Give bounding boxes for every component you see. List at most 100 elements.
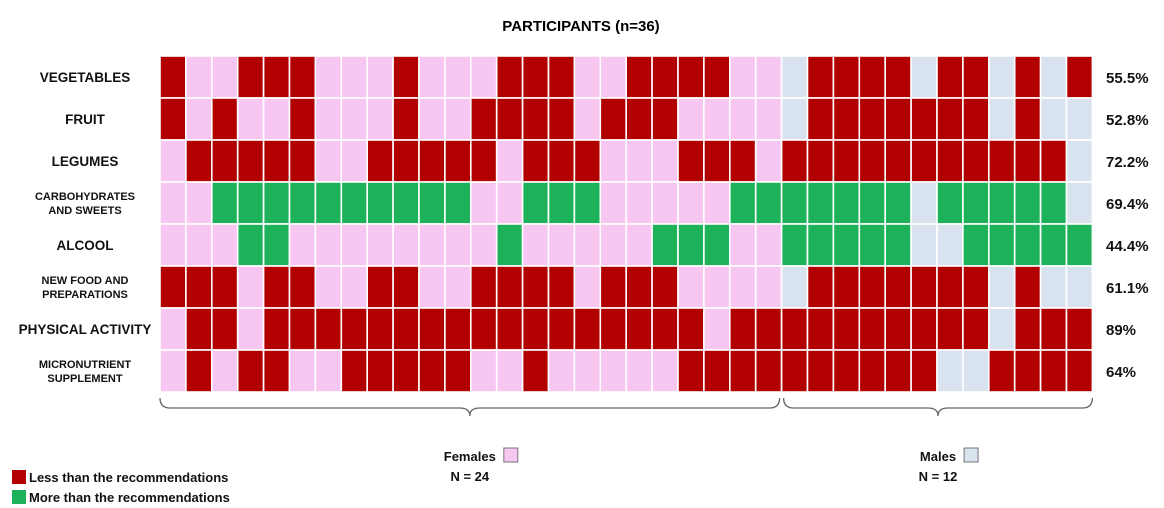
heatmap-cell-r7-c10 bbox=[392, 307, 420, 351]
heatmap-cell-r8-c16 bbox=[547, 349, 576, 393]
heatmap-cell-r4-c32 bbox=[962, 181, 990, 225]
heatmap-cell-r7-c3 bbox=[211, 307, 239, 351]
heatmap-cell-r6-c10 bbox=[392, 265, 420, 309]
heatmap-cell-r8-c14 bbox=[495, 349, 524, 393]
heatmap-cell-r3-c22 bbox=[703, 139, 731, 183]
heatmap-cell-r4-c34 bbox=[1013, 181, 1042, 225]
heatmap-cell-r3-c12 bbox=[444, 139, 472, 183]
heatmap-cell-r2-c20 bbox=[651, 97, 679, 141]
heatmap-cell-r3-c14 bbox=[495, 139, 524, 183]
heatmap-cell-r7-c33 bbox=[987, 307, 1016, 351]
heatmap-cell-r7-c32 bbox=[962, 307, 990, 351]
heatmap-cell-r3-c26 bbox=[806, 139, 835, 183]
heatmap-cell-r8-c23 bbox=[728, 349, 757, 393]
heatmap-cell-r2-c13 bbox=[469, 97, 498, 141]
row-percent-6: 61.1% bbox=[1106, 280, 1149, 297]
heatmap-cell-r2-c26 bbox=[806, 97, 835, 141]
heatmap-cell-r1-c20 bbox=[651, 55, 679, 99]
heatmap-cell-r1-c27 bbox=[832, 55, 861, 99]
heatmap-cell-r3-c33 bbox=[987, 139, 1016, 183]
heatmap-cell-r2-c15 bbox=[521, 97, 550, 141]
heatmap-cell-r7-c25 bbox=[780, 307, 809, 351]
heatmap-cell-r2-c7 bbox=[314, 97, 343, 141]
heatmap-cell-r7-c2 bbox=[185, 307, 213, 351]
heatmap-cell-r5-c15 bbox=[521, 223, 550, 267]
heatmap-cell-r5-c13 bbox=[469, 223, 498, 267]
heatmap-cell-r7-c17 bbox=[573, 307, 602, 351]
heatmap-cell-r3-c1 bbox=[159, 139, 187, 183]
heatmap-cell-r5-c21 bbox=[677, 223, 705, 267]
heatmap-cell-r5-c27 bbox=[832, 223, 861, 267]
heatmap-cell-r3-c6 bbox=[288, 139, 317, 183]
heatmap-cell-r3-c8 bbox=[340, 139, 368, 183]
heatmap-cell-r3-c28 bbox=[858, 139, 886, 183]
row-label-7-line-1: PHYSICAL ACTIVITY bbox=[19, 322, 152, 337]
heatmap-cell-r3-c27 bbox=[832, 139, 861, 183]
heatmap-cell-r3-c19 bbox=[625, 139, 653, 183]
heatmap-cell-r3-c11 bbox=[418, 139, 446, 183]
heatmap-cell-r5-c4 bbox=[236, 223, 265, 267]
group-annotations: Females N = 24 Males N = 12 bbox=[159, 397, 1094, 484]
heatmap-cell-r1-c34 bbox=[1013, 55, 1042, 99]
heatmap-cell-r7-c12 bbox=[444, 307, 472, 351]
heatmap-cell-r3-c9 bbox=[366, 139, 394, 183]
row-label-2-line-1: FRUIT bbox=[65, 112, 105, 127]
row-label-4-line-1: CARBOHYDRATES bbox=[35, 191, 135, 203]
heatmap-cell-r6-c18 bbox=[599, 265, 627, 309]
heatmap-cell-r6-c12 bbox=[444, 265, 472, 309]
heatmap-cell-r8-c31 bbox=[936, 349, 964, 393]
heatmap-cell-r5-c1 bbox=[159, 223, 187, 267]
heatmap-cell-r6-c1 bbox=[159, 265, 187, 309]
legend-item-less: Less than the recommendations bbox=[12, 470, 228, 485]
heatmap-cell-r3-c36 bbox=[1065, 139, 1094, 183]
heatmap-cell-r1-c15 bbox=[521, 55, 550, 99]
heatmap-cell-r1-c25 bbox=[780, 55, 809, 99]
heatmap-cell-r5-c18 bbox=[599, 223, 627, 267]
legend-item-more: More than the recommendations bbox=[12, 490, 230, 505]
heatmap-cell-r1-c28 bbox=[858, 55, 886, 99]
heatmap-cell-r7-c11 bbox=[418, 307, 446, 351]
heatmap-cell-r1-c29 bbox=[884, 55, 912, 99]
heatmap-cell-r5-c35 bbox=[1039, 223, 1068, 267]
heatmap-cell-r1-c8 bbox=[340, 55, 368, 99]
heatmap-cell-r2-c5 bbox=[262, 97, 291, 141]
heatmap-cell-r1-c14 bbox=[495, 55, 524, 99]
heatmap-cell-r8-c13 bbox=[469, 349, 498, 393]
heatmap-cell-r5-c3 bbox=[211, 223, 239, 267]
heatmap-cell-r4-c31 bbox=[936, 181, 964, 225]
heatmap-cell-r1-c33 bbox=[987, 55, 1016, 99]
heatmap-cell-r6-c8 bbox=[340, 265, 368, 309]
heatmap-cell-r8-c6 bbox=[288, 349, 317, 393]
heatmap-cell-r5-c12 bbox=[444, 223, 472, 267]
heatmap-cell-r8-c34 bbox=[1013, 349, 1042, 393]
heatmap-cell-r1-c23 bbox=[728, 55, 757, 99]
heatmap-cell-r2-c34 bbox=[1013, 97, 1042, 141]
heatmap-cell-r6-c11 bbox=[418, 265, 446, 309]
heatmap-cell-r6-c14 bbox=[495, 265, 524, 309]
heatmap-cell-r3-c17 bbox=[573, 139, 602, 183]
heatmap-cell-r5-c32 bbox=[962, 223, 990, 267]
row-percent-3: 72.2% bbox=[1106, 154, 1149, 171]
heatmap-cell-r4-c8 bbox=[340, 181, 368, 225]
heatmap-cell-r1-c19 bbox=[625, 55, 653, 99]
heatmap-cell-r4-c6 bbox=[288, 181, 317, 225]
heatmap-cell-r8-c9 bbox=[366, 349, 394, 393]
heatmap-cell-r5-c6 bbox=[288, 223, 317, 267]
heatmap-cell-r6-c25 bbox=[780, 265, 809, 309]
heatmap-cell-r2-c9 bbox=[366, 97, 394, 141]
heatmap-cell-r4-c25 bbox=[780, 181, 809, 225]
heatmap-cell-r7-c20 bbox=[651, 307, 679, 351]
row-percent-8: 64% bbox=[1106, 364, 1136, 381]
heatmap-cell-r1-c4 bbox=[236, 55, 265, 99]
heatmap-cell-r8-c2 bbox=[185, 349, 213, 393]
heatmap-cell-r1-c9 bbox=[366, 55, 394, 99]
heatmap-cell-r8-c11 bbox=[418, 349, 446, 393]
females-group-count: N = 24 bbox=[450, 469, 489, 484]
males-brace bbox=[782, 397, 1094, 417]
legend-label-more: More than the recommendations bbox=[29, 490, 230, 505]
heatmap-cell-r4-c22 bbox=[703, 181, 731, 225]
row-percentages: 55.5% 52.8% 72.2% 69.4% 44.4% 61.1% 89% 64% bbox=[1106, 70, 1149, 381]
heatmap-cell-r2-c32 bbox=[962, 97, 990, 141]
heatmap-cell-r3-c24 bbox=[754, 139, 783, 183]
